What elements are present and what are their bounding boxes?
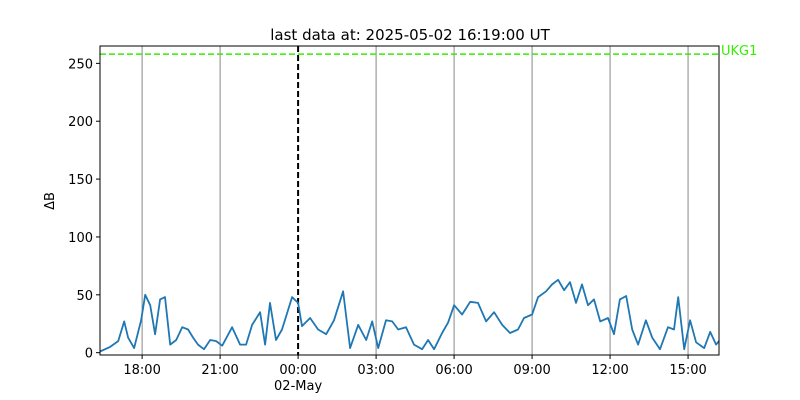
y-axis-label: ΔB xyxy=(43,192,58,210)
y-tick-label: 250 xyxy=(68,57,93,72)
y-tick-label: 0 xyxy=(85,347,93,362)
x-tick-label: 06:00 xyxy=(435,363,472,378)
x-tick-label: 03:00 xyxy=(357,363,394,378)
x-tick-label: 00:00 xyxy=(279,363,316,378)
data-line xyxy=(99,278,720,353)
y-tick-label: 100 xyxy=(68,231,93,246)
x-tick-label: 18:00 xyxy=(123,363,160,378)
x-tick-label: 15:00 xyxy=(669,363,706,378)
y-tick-label: 50 xyxy=(76,289,93,304)
x-tick-label: 09:00 xyxy=(513,363,550,378)
threshold-label: UKG1 xyxy=(721,44,757,59)
y-tick-label: 150 xyxy=(68,173,93,188)
plot-frame xyxy=(99,45,720,356)
chart-title: last data at: 2025-05-02 16:19:00 UT xyxy=(270,26,550,44)
x-tick-label: 12:00 xyxy=(591,363,628,378)
x-tick-sublabel: 02-May xyxy=(274,379,322,394)
y-tick-label: 200 xyxy=(68,115,93,130)
x-tick-label: 21:00 xyxy=(201,363,238,378)
